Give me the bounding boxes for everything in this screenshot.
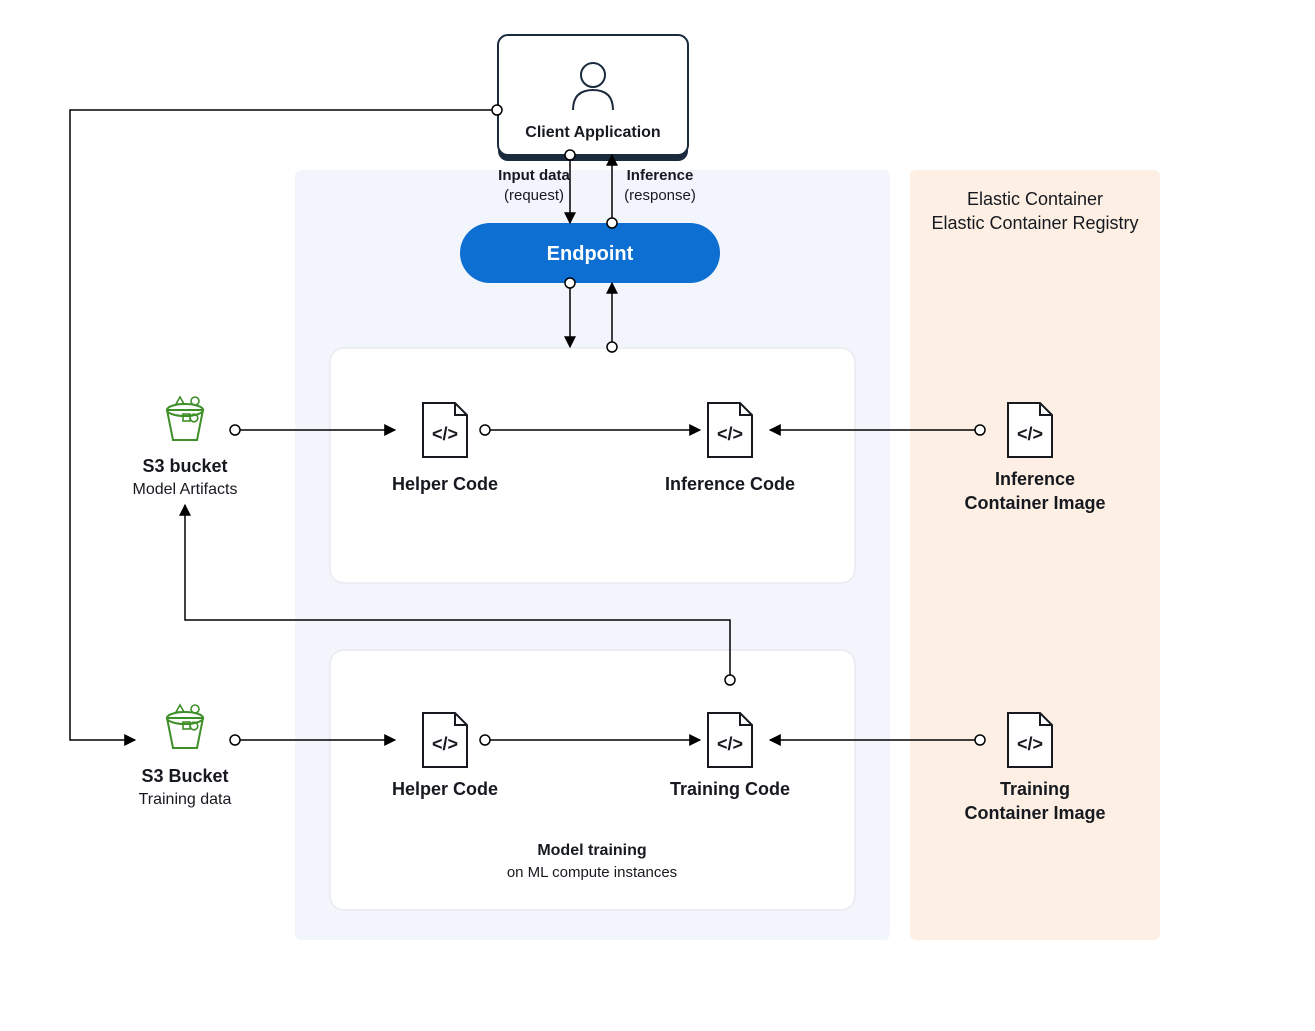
svg-text:(request): (request) [504, 187, 564, 204]
svg-text:</>: </> [1017, 734, 1043, 754]
s3-training-sub: Training data [139, 791, 232, 808]
ecr-inference-t1: Inference [995, 469, 1075, 489]
training-code-title: Training Code [670, 779, 790, 799]
inference-code-icon: </> [708, 403, 752, 457]
svg-text:</>: </> [432, 734, 458, 754]
svg-text:</>: </> [717, 734, 743, 754]
s3-artifacts-title: S3 bucket [142, 456, 227, 476]
svg-text:</>: </> [432, 424, 458, 444]
helper-code-1-icon: </> [423, 403, 467, 457]
svg-text:</>: </> [717, 424, 743, 444]
s3-training-icon [167, 705, 203, 748]
training-footer-bold: Model training [537, 842, 646, 859]
svg-text:</>: </> [1017, 424, 1043, 444]
svg-text:(response): (response) [624, 187, 696, 204]
inference-card [330, 348, 855, 583]
s3-artifacts-sub: Model Artifacts [133, 481, 238, 498]
svg-text:Elastic Container Registry: Elastic Container Registry [931, 213, 1138, 233]
ecr-inference-icon: </> [1008, 403, 1052, 457]
endpoint-label: Endpoint [547, 243, 634, 265]
inference-code-title: Inference Code [665, 474, 795, 494]
s3-artifacts-icon [167, 397, 203, 440]
inference-label: Inference [627, 167, 694, 184]
ecr-inference-t2: Container Image [964, 493, 1105, 513]
helper-code-2-icon: </> [423, 713, 467, 767]
client-title: Client Application [525, 124, 660, 141]
s3-training-title: S3 Bucket [141, 766, 228, 786]
svg-text:Elastic Container: Elastic Container [967, 189, 1103, 209]
helper-code-1-title: Helper Code [392, 474, 498, 494]
training-code-icon: </> [708, 713, 752, 767]
input-label: Input data [498, 167, 570, 184]
ecr-training-icon: </> [1008, 713, 1052, 767]
training-footer-sub: on ML compute instances [507, 864, 677, 881]
ecr-training-t2: Container Image [964, 803, 1105, 823]
ecr-training-t1: Training [1000, 779, 1070, 799]
ecr-panel [910, 170, 1160, 940]
helper-code-2-title: Helper Code [392, 779, 498, 799]
